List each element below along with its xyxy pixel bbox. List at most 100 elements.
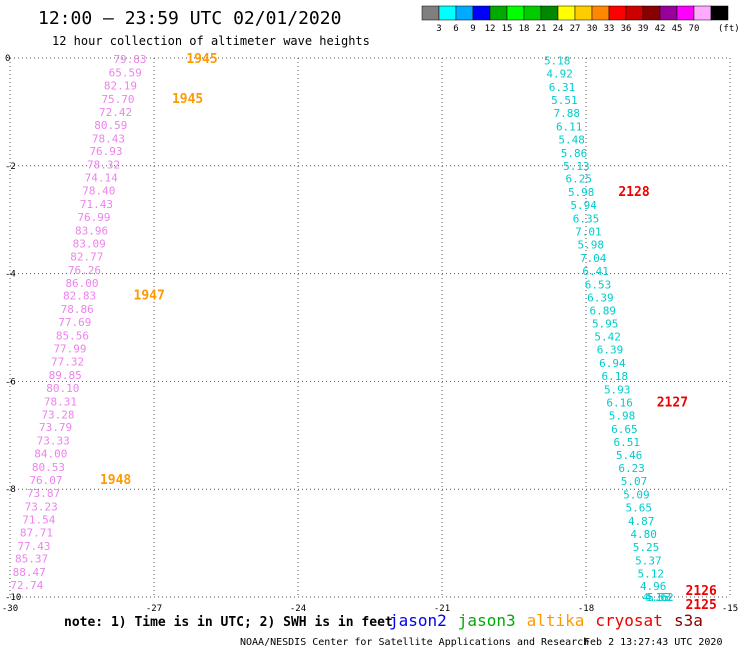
data-point-label: 88.47 bbox=[13, 566, 46, 579]
color-swatch bbox=[506, 5, 525, 21]
data-point-label: 78.32 bbox=[87, 159, 120, 172]
color-scale-label: 42 bbox=[655, 24, 666, 34]
time-annotation: 1948 bbox=[100, 473, 131, 488]
axis-ticks: -30 -27 -24 -21 -18 -15 0 -2 -4 -6 -8 -10 bbox=[2, 54, 738, 614]
data-point-label: 5.98 bbox=[578, 238, 605, 251]
data-point-label: 76.93 bbox=[89, 145, 122, 158]
data-point-label: 5.46 bbox=[616, 449, 643, 462]
color-swatch bbox=[659, 5, 678, 21]
y-tick-label: 0 bbox=[5, 54, 10, 64]
color-swatch bbox=[540, 5, 559, 21]
data-point-label: 89.85 bbox=[49, 369, 82, 382]
color-scale-label: 21 bbox=[536, 24, 547, 34]
time-annotation: 1945 bbox=[172, 92, 203, 107]
color-swatch bbox=[523, 5, 542, 21]
data-point-label: 73.79 bbox=[39, 421, 72, 434]
data-labels: 79.8365.5982.1975.7072.4280.5978.4376.93… bbox=[10, 53, 673, 604]
data-point-label: 75.70 bbox=[101, 93, 134, 106]
color-scale-label: 15 bbox=[502, 24, 513, 34]
data-point-label: 78.86 bbox=[61, 303, 94, 316]
data-point-label: 6.39 bbox=[597, 344, 624, 357]
color-scale-label: 9 bbox=[470, 24, 475, 34]
data-point-label: 5.86 bbox=[561, 147, 588, 160]
data-point-label: 4.87 bbox=[628, 515, 655, 528]
color-swatch bbox=[676, 5, 695, 21]
color-swatch bbox=[438, 5, 457, 21]
data-point-label: 5.09 bbox=[623, 489, 650, 502]
data-point-label: 6.25 bbox=[566, 173, 593, 186]
data-point-label: 6.65 bbox=[611, 423, 638, 436]
color-scale-label: 36 bbox=[621, 24, 632, 34]
credit-text: NOAA/NESDIS Center for Satellite Applica… bbox=[240, 637, 589, 648]
data-point-label: 6.11 bbox=[556, 120, 583, 133]
data-point-label: 4.15 bbox=[642, 591, 669, 604]
color-scale-label: 39 bbox=[638, 24, 649, 34]
data-point-label: 76.99 bbox=[77, 211, 110, 224]
data-point-label: 82.19 bbox=[104, 79, 137, 92]
data-point-label: 87.71 bbox=[20, 526, 53, 539]
data-point-label: 65.59 bbox=[109, 67, 142, 80]
data-point-label: 5.42 bbox=[594, 331, 621, 344]
data-point-label: 72.74 bbox=[10, 579, 43, 592]
data-point-label: 82.83 bbox=[63, 290, 96, 303]
x-tick-label: -27 bbox=[146, 604, 162, 614]
legend-item: jason2 bbox=[389, 611, 447, 630]
data-point-label: 74.14 bbox=[85, 172, 118, 185]
time-annotation: 1945 bbox=[186, 52, 217, 67]
data-point-label: 5.48 bbox=[558, 133, 585, 146]
color-scale-label: 3 bbox=[436, 24, 441, 34]
data-point-label: 5.95 bbox=[592, 318, 619, 331]
data-point-label: 5.94 bbox=[570, 199, 597, 212]
color-swatch bbox=[710, 5, 729, 21]
time-annotation: 2127 bbox=[657, 395, 688, 410]
data-point-label: 5.07 bbox=[621, 475, 648, 488]
time-annotation: 2126 bbox=[686, 584, 717, 599]
legend-item: s3a bbox=[674, 611, 703, 630]
data-point-label: 5.98 bbox=[609, 409, 636, 422]
data-point-label: 6.31 bbox=[549, 81, 576, 94]
data-point-label: 77.32 bbox=[51, 355, 84, 368]
data-point-label: 6.18 bbox=[602, 370, 629, 383]
y-tick-label: -4 bbox=[5, 270, 16, 280]
x-tick-label: -30 bbox=[2, 604, 18, 614]
data-point-label: 5.25 bbox=[633, 541, 660, 554]
data-point-label: 6.94 bbox=[599, 357, 626, 370]
x-tick-label: -24 bbox=[290, 604, 306, 614]
time-annotation: 2125 bbox=[686, 598, 717, 613]
color-swatch bbox=[591, 5, 610, 21]
data-point-label: 6.16 bbox=[606, 396, 633, 409]
color-scale-label: 18 bbox=[519, 24, 530, 34]
data-point-label: 80.53 bbox=[32, 461, 65, 474]
color-swatch bbox=[557, 5, 576, 21]
data-point-label: 4.96 bbox=[640, 580, 667, 593]
x-tick-label: -15 bbox=[722, 604, 738, 614]
x-tick-label: -21 bbox=[434, 604, 450, 614]
color-scale-label: 45 bbox=[672, 24, 683, 34]
data-point-label: 7.88 bbox=[554, 107, 581, 120]
chart-subtitle: 12 hour collection of altimeter wave hei… bbox=[52, 34, 370, 48]
data-point-label: 71.43 bbox=[80, 198, 113, 211]
color-swatch bbox=[642, 5, 661, 21]
data-point-label: 5.51 bbox=[551, 94, 578, 107]
color-scale-unit: (ft) bbox=[718, 24, 740, 34]
legend-item: jason3 bbox=[458, 611, 516, 630]
color-swatch bbox=[472, 5, 491, 21]
data-point-label: 6.39 bbox=[587, 291, 614, 304]
data-point-label: 5.98 bbox=[568, 186, 595, 199]
data-point-label: 76.26 bbox=[68, 264, 101, 277]
y-tick-label: -6 bbox=[5, 377, 16, 387]
data-point-label: 80.10 bbox=[46, 382, 79, 395]
data-point-label: 85.56 bbox=[56, 330, 89, 343]
color-scale-label: 24 bbox=[553, 24, 564, 34]
color-scale-label: 30 bbox=[587, 24, 598, 34]
data-point-label: 85.37 bbox=[15, 553, 48, 566]
x-tick-label: -18 bbox=[578, 604, 594, 614]
data-point-label: 83.96 bbox=[75, 224, 108, 237]
time-annotation: 1947 bbox=[134, 289, 165, 304]
grid-lines bbox=[9, 57, 731, 598]
data-point-label: 4.92 bbox=[546, 68, 573, 81]
data-point-label: 76.07 bbox=[29, 474, 62, 487]
color-scale-label: 12 bbox=[485, 24, 496, 34]
